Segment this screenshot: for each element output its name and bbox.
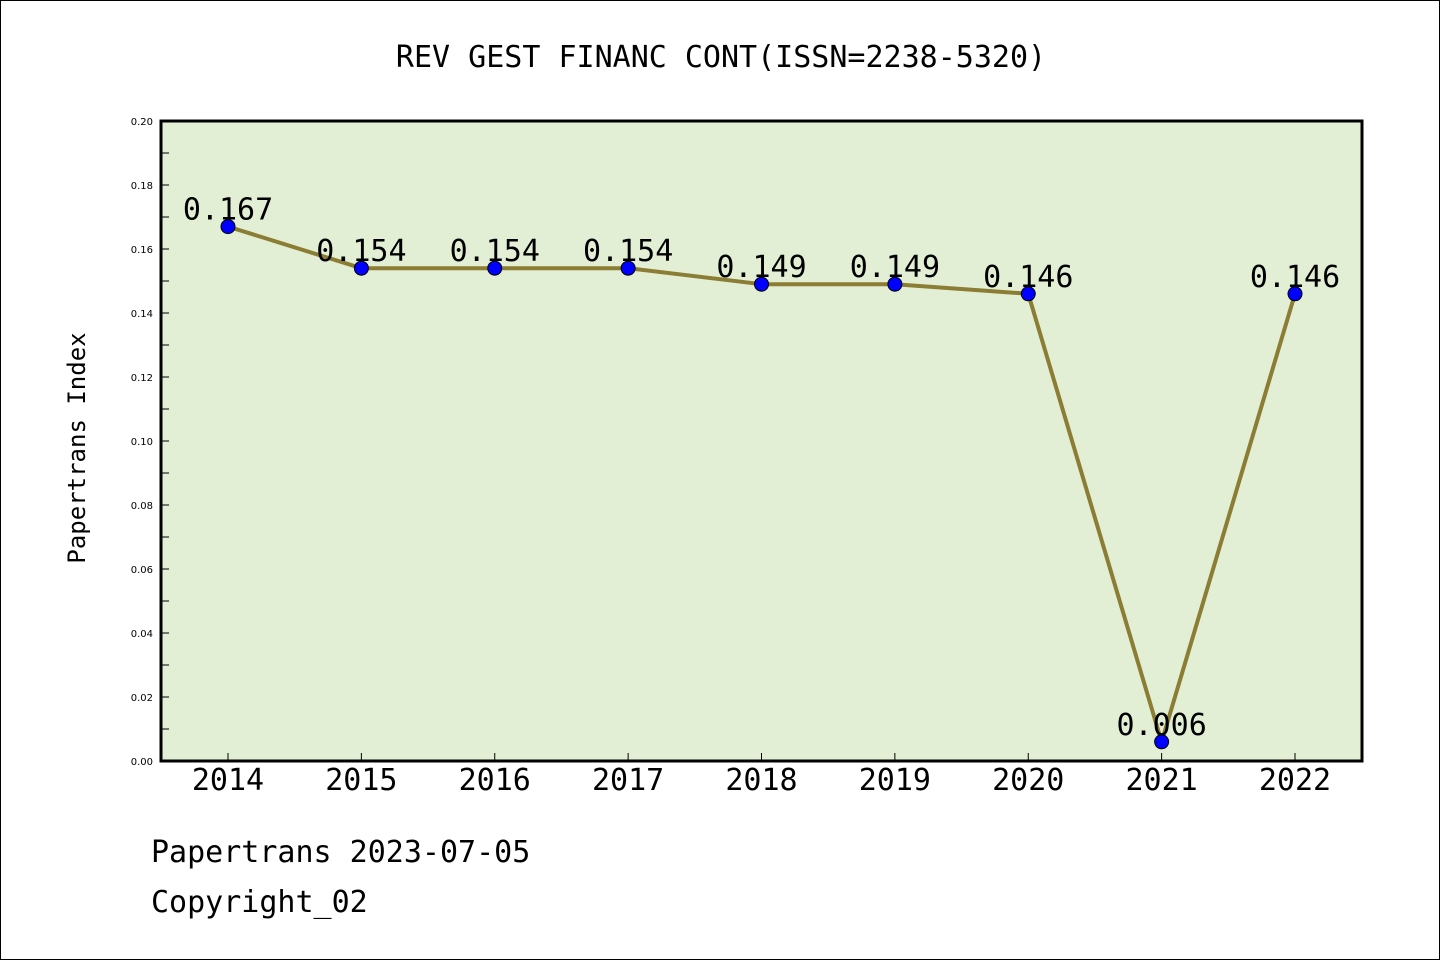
data-point <box>220 219 236 235</box>
y-tick-label: 0.20 <box>131 117 153 128</box>
footer-date: Papertrans 2023-07-05 <box>151 835 531 870</box>
series-papertrans-index: 0.167 0.154 0.154 0.154 0.149 0.149 0.146 0.006… <box>183 193 1340 750</box>
x-tick-label: 2020 <box>992 763 1064 798</box>
y-tick-label: 0.10 <box>131 437 153 448</box>
x-tick-label: 2022 <box>1259 763 1331 798</box>
x-tick-label: 2017 <box>592 763 664 798</box>
y-tick-label: 0.12 <box>131 373 153 384</box>
y-tick-label: 0.16 <box>131 245 153 256</box>
data-label: 0.149 <box>850 250 940 285</box>
data-label: 0.154 <box>316 234 406 269</box>
data-point <box>353 260 369 276</box>
data-point <box>620 260 636 276</box>
y-tick-label: 0.14 <box>131 309 153 320</box>
data-label: 0.146 <box>1250 260 1340 295</box>
data-label: 0.154 <box>450 234 540 269</box>
data-label: 0.154 <box>583 234 673 269</box>
x-tick-label: 2018 <box>725 763 797 798</box>
data-label: 0.006 <box>1116 708 1206 743</box>
y-tick-label: 0.00 <box>131 757 153 768</box>
data-point <box>754 276 769 292</box>
x-axis: 2014 2015 2016 2017 2018 2019 2020 2021 2022 <box>192 753 1331 798</box>
chart-title: REV GEST FINANC CONT(ISSN=2238-5320) <box>396 40 1046 75</box>
y-axis: 0.00 0.02 0.04 0.06 0.08 0.10 0.12 0.14 0.16 0.18… <box>131 117 169 768</box>
data-label: 0.149 <box>716 250 806 285</box>
y-tick-label: 0.06 <box>131 565 153 576</box>
x-tick-label: 2015 <box>325 763 397 798</box>
x-tick-label: 2014 <box>192 763 264 798</box>
x-tick-label: 2021 <box>1126 763 1198 798</box>
data-label: 0.167 <box>183 193 273 228</box>
y-tick-label: 0.08 <box>131 501 153 512</box>
data-point <box>1287 286 1303 302</box>
x-tick-label: 2016 <box>459 763 531 798</box>
data-point <box>1154 734 1170 750</box>
data-point <box>887 276 903 292</box>
x-tick-label: 2019 <box>859 763 931 798</box>
y-tick-label: 0.02 <box>131 693 153 704</box>
plot-area <box>159 119 1364 763</box>
data-point <box>487 260 503 276</box>
y-axis-label: Papertrans Index <box>63 332 91 563</box>
data-label: 0.146 <box>983 260 1073 295</box>
y-tick-label: 0.04 <box>131 629 153 640</box>
y-tick-label: 0.18 <box>131 181 153 192</box>
data-point <box>1020 286 1036 302</box>
footer-copyright: Copyright_02 <box>151 885 368 920</box>
